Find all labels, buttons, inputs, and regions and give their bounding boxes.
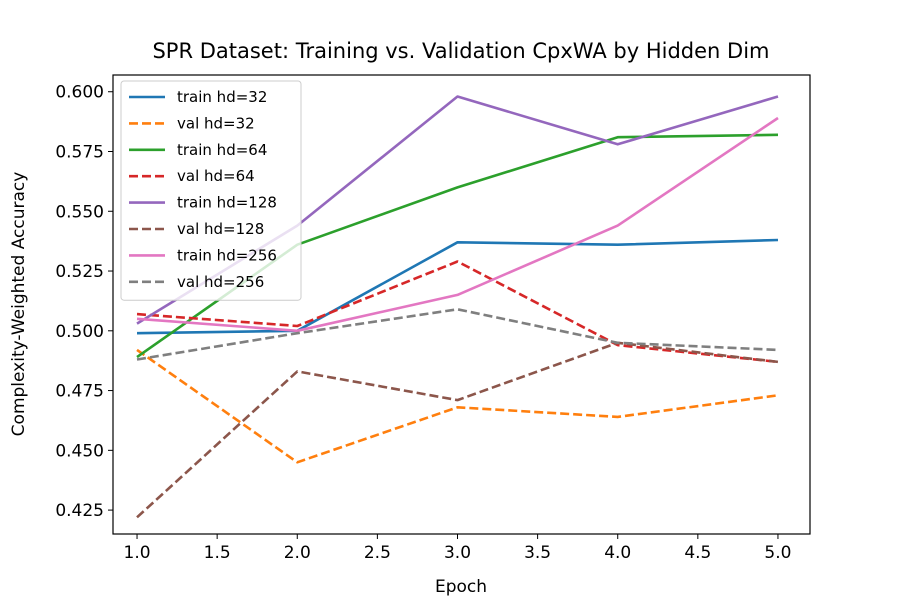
series-line-8 [136, 307, 779, 361]
x-axis: 1.0 1.5 2.0 2.5 3.0 3.5 4.0 4.5 5.0 [124, 534, 791, 563]
x-tick-label: 4.0 [604, 543, 631, 563]
y-tick-label: 0.575 [55, 143, 104, 163]
series-line-6 [136, 341, 779, 519]
x-tick-label: 3.0 [444, 543, 471, 563]
y-tick-label: 0.550 [55, 202, 104, 222]
series-line-7 [136, 116, 779, 333]
plot-frame [112, 74, 811, 535]
x-tick-label: 2.0 [284, 543, 311, 563]
x-tick-label: 5.0 [764, 543, 791, 563]
y-tick-label: 0.500 [55, 322, 104, 342]
legend-label-4: val hd=64 [177, 167, 255, 185]
x-tick-label: 4.5 [684, 543, 711, 563]
legend-label-8: val hd=256 [177, 273, 264, 291]
y-tick-label: 0.600 [55, 83, 104, 103]
x-tick-label: 1.5 [204, 543, 231, 563]
y-tick-label: 0.475 [55, 382, 104, 402]
series-line-4 [136, 260, 779, 364]
x-tick-label: 2.5 [364, 543, 391, 563]
chart-title: SPR Dataset: Training vs. Validation Cpx… [152, 39, 769, 63]
legend: train hd=32 val hd=32 train hd=64 val hd=64… [120, 80, 302, 301]
legend-label-5: train hd=128 [177, 194, 277, 212]
legend-label-6: val hd=128 [177, 220, 264, 238]
legend-box [120, 80, 302, 301]
legend-label-1: train hd=32 [177, 88, 267, 106]
legend-label-2: val hd=32 [177, 114, 255, 132]
x-tick-label: 3.5 [524, 543, 551, 563]
legend-label-3: train hd=64 [177, 141, 267, 159]
legend-label-7: train hd=256 [177, 246, 277, 264]
x-axis-label: Epoch [435, 577, 487, 597]
x-tick-label: 1.0 [124, 543, 151, 563]
y-axis: 0.425 0.450 0.475 0.500 0.525 0.550 0.575 0.600 [55, 83, 113, 521]
series-line-1 [136, 238, 779, 335]
y-tick-label: 0.425 [55, 501, 104, 521]
y-axis-label: Complexity-Weighted Accuracy [9, 172, 29, 437]
y-tick-label: 0.525 [55, 262, 104, 282]
series-line-2 [136, 348, 779, 464]
y-tick-label: 0.450 [55, 441, 104, 461]
